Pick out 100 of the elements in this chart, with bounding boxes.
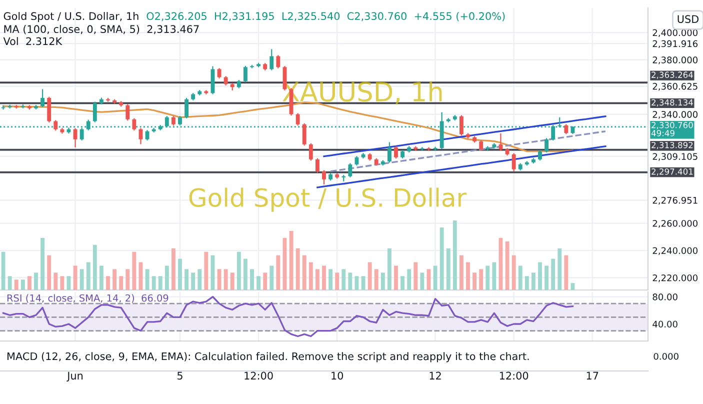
y-tick-label: 2,340.000 (652, 110, 698, 119)
bar (256, 276, 261, 290)
candlestick (243, 65, 248, 83)
bar (558, 248, 562, 290)
bar (40, 238, 45, 290)
bar (420, 272, 424, 290)
candlestick (322, 170, 326, 185)
ref-line-label: 2,330.760 49:49 (651, 122, 693, 136)
bar (433, 266, 438, 290)
bar (466, 262, 470, 290)
candlestick (270, 48, 274, 71)
bar (492, 262, 496, 290)
bar (296, 248, 300, 290)
bar (34, 272, 38, 290)
x-tick-label: Jun (66, 372, 83, 382)
bar (158, 276, 162, 290)
candlestick (426, 146, 431, 152)
bar (308, 262, 313, 290)
bar (20, 280, 25, 290)
bar (538, 262, 542, 290)
chart-title: Gold Spot / U.S. Dollar, 1h (4, 12, 138, 22)
y-tick-label: 2,380.000 (652, 56, 698, 64)
bar (518, 266, 522, 290)
bar (47, 255, 52, 290)
x-tick-label: 10 (332, 372, 344, 380)
bar (8, 276, 12, 290)
candlestick (73, 128, 78, 148)
line-series (316, 145, 606, 188)
candlestick (276, 54, 280, 69)
bar (250, 269, 254, 290)
bar (164, 266, 169, 290)
x-tick-label: 12 (430, 372, 441, 380)
bar (335, 272, 340, 290)
annotation: Gold Spot / U.S. Dollar (189, 188, 467, 212)
bar (80, 269, 84, 290)
x-tick-label: 12:00 (244, 372, 273, 380)
bar (512, 255, 516, 290)
bar (54, 272, 58, 290)
y-tick-label: 80.00 (652, 293, 678, 300)
bar (243, 258, 248, 290)
bar (236, 252, 241, 290)
y-tick-label: 2,360.625 (652, 82, 698, 91)
bar (446, 248, 450, 290)
candlestick (171, 116, 176, 126)
ref-line-label: 2,297.401 (652, 168, 693, 176)
candlestick (538, 150, 542, 161)
candlestick (479, 140, 484, 152)
candlestick (459, 114, 464, 136)
bar (119, 276, 124, 290)
bar (27, 276, 32, 290)
y-tick-label: 2,276.951 (652, 196, 698, 205)
candlestick (394, 146, 398, 160)
annotation: RSI (14, close, SMA, 14, 2) 66.09 (7, 294, 168, 303)
bar (342, 269, 346, 290)
candlestick (498, 132, 503, 152)
bar (99, 266, 104, 290)
bar (459, 255, 464, 290)
bar (302, 255, 306, 290)
candlestick (387, 142, 392, 164)
bar (66, 276, 71, 290)
bar (178, 258, 182, 290)
bar (230, 272, 234, 290)
text: MACD (12, 26, close, 9, EMA, EMA): Calculation failed. Remove the script and reapply it to the chart. (8, 352, 529, 362)
bar (531, 272, 536, 290)
bar (145, 269, 150, 290)
bar (394, 266, 398, 290)
candlestick (512, 152, 516, 172)
candlestick (302, 122, 306, 146)
candlestick (564, 124, 568, 135)
candlestick (138, 128, 143, 145)
candlestick (296, 112, 300, 126)
bar (414, 262, 418, 290)
bar (263, 272, 268, 290)
bar (387, 248, 392, 290)
bar (380, 272, 385, 290)
bar (426, 269, 431, 290)
bar (112, 269, 117, 290)
y-tick-label: 2,260.000 (652, 220, 698, 228)
bar (198, 269, 202, 290)
x-tick-label: 5 (177, 372, 182, 380)
bar (106, 276, 110, 290)
bar (564, 255, 568, 290)
bar (138, 262, 143, 290)
bar (73, 266, 78, 290)
annotation: O2,326.205 H2,331.195 L2,325.540 C2,330.760 +4.555 (+0.20%) (146, 12, 505, 22)
bar (400, 276, 405, 290)
line-series (330, 130, 606, 172)
bar (92, 244, 97, 290)
bar (479, 269, 484, 290)
y-tick-label: 2,400.000 (652, 29, 698, 37)
bar (152, 276, 156, 290)
candlestick (54, 120, 58, 132)
bar (217, 269, 222, 290)
candlestick (308, 142, 313, 162)
candlestick (132, 118, 136, 132)
bar (86, 262, 90, 290)
candlestick (184, 97, 189, 119)
bar (440, 228, 444, 290)
candlestick (126, 104, 130, 122)
x-tick-label: 12:00 (500, 372, 528, 380)
